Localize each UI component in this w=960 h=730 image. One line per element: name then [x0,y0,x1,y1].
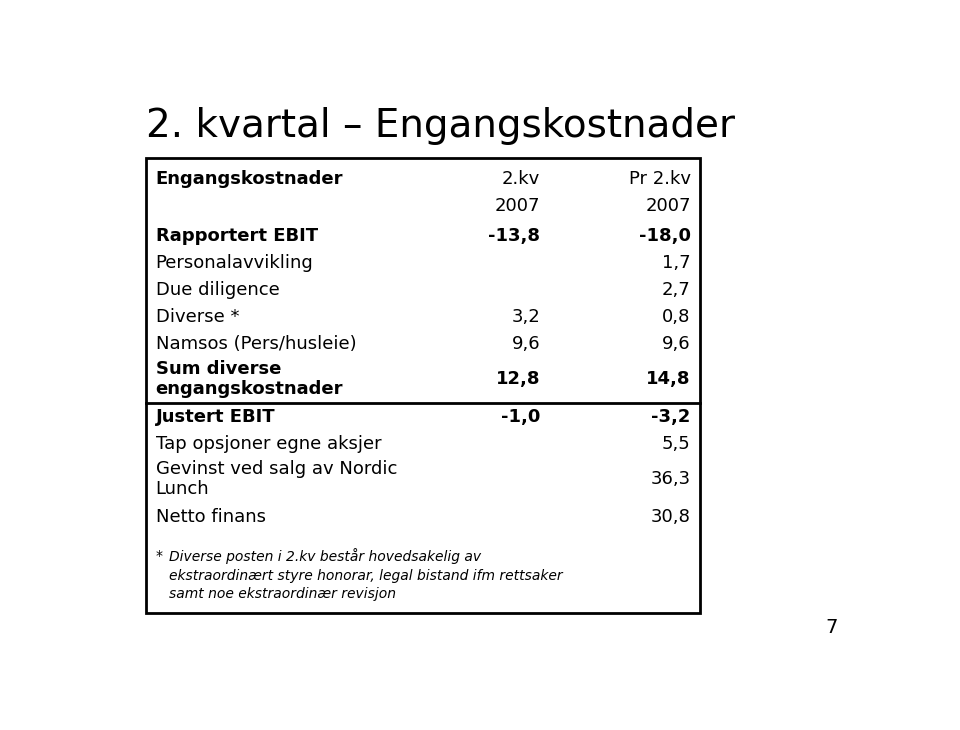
Text: 1,7: 1,7 [662,254,690,272]
Text: 36,3: 36,3 [651,470,690,488]
Text: *: * [156,548,167,563]
Text: Justert EBIT: Justert EBIT [156,408,276,426]
Text: Pr 2.kv: Pr 2.kv [629,170,690,188]
Text: Personalavvikling: Personalavvikling [156,254,314,272]
Text: Gevinst ved salg av Nordic: Gevinst ved salg av Nordic [156,460,397,478]
Text: engangskostnader: engangskostnader [156,380,344,398]
Text: 2.kv: 2.kv [502,170,540,188]
Text: 30,8: 30,8 [651,508,690,526]
Text: 7: 7 [826,618,838,637]
Text: 5,5: 5,5 [661,435,690,453]
Text: Lunch: Lunch [156,480,209,498]
Text: -1,0: -1,0 [501,408,540,426]
Text: 3,2: 3,2 [512,308,540,326]
Text: 2. kvartal – Engangskostnader: 2. kvartal – Engangskostnader [146,107,735,145]
Text: 14,8: 14,8 [646,370,690,388]
Text: Engangskostnader: Engangskostnader [156,170,344,188]
Text: Namsos (Pers/husleie): Namsos (Pers/husleie) [156,335,356,353]
Text: -3,2: -3,2 [651,408,690,426]
Text: Diverse *: Diverse * [156,308,239,326]
Text: Due diligence: Due diligence [156,281,279,299]
Text: Tap opsjoner egne aksjer: Tap opsjoner egne aksjer [156,435,381,453]
Text: -13,8: -13,8 [489,227,540,245]
Text: 0,8: 0,8 [662,308,690,326]
Text: 9,6: 9,6 [662,335,690,353]
Text: Sum diverse: Sum diverse [156,360,281,378]
Text: 2007: 2007 [494,197,540,215]
Text: Netto finans: Netto finans [156,508,266,526]
Text: -18,0: -18,0 [638,227,690,245]
Text: Diverse posten i 2.kv består hovedsakelig av
ekstraordinært styre honorar, legal: Diverse posten i 2.kv består hovedsakeli… [169,548,563,602]
Text: 2,7: 2,7 [661,281,690,299]
Text: Rapportert EBIT: Rapportert EBIT [156,227,318,245]
Text: 9,6: 9,6 [512,335,540,353]
Text: 12,8: 12,8 [496,370,540,388]
Text: 2007: 2007 [645,197,690,215]
